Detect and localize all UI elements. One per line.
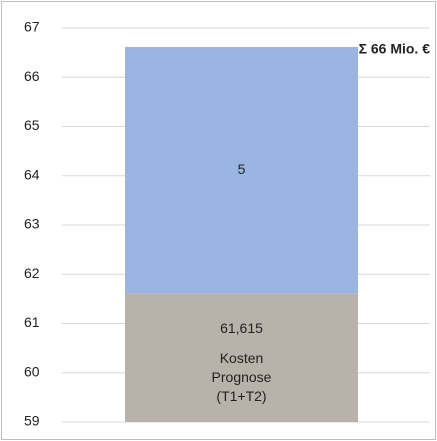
bar-segment [125,293,358,422]
y-tick-label: 66 [24,68,40,84]
y-tick-label: 64 [24,166,40,182]
y-tick-label: 65 [24,117,40,133]
y-tick-label: 60 [24,363,40,379]
y-tick-label: 67 [24,19,40,35]
data-label: 61,615 [220,320,263,336]
y-tick-label: 61 [24,314,40,330]
bar-segment [125,46,358,294]
segment-label: Kosten Prognose (T1+T2) [211,350,272,405]
grid: 59 60 61 62 63 64 65 66 67 [24,19,430,429]
y-tick-label: 62 [24,265,40,281]
y-tick-label: 63 [24,216,40,232]
total-annotation: Σ 66 Mio. € [359,41,431,57]
y-tick-label: 59 [24,413,40,429]
data-label: 5 [238,161,246,177]
bars: 61,615 Kosten Prognose (T1+T2) 5 [125,46,358,422]
segment-name: Kosten Prognose (T1+T2) [211,350,272,405]
